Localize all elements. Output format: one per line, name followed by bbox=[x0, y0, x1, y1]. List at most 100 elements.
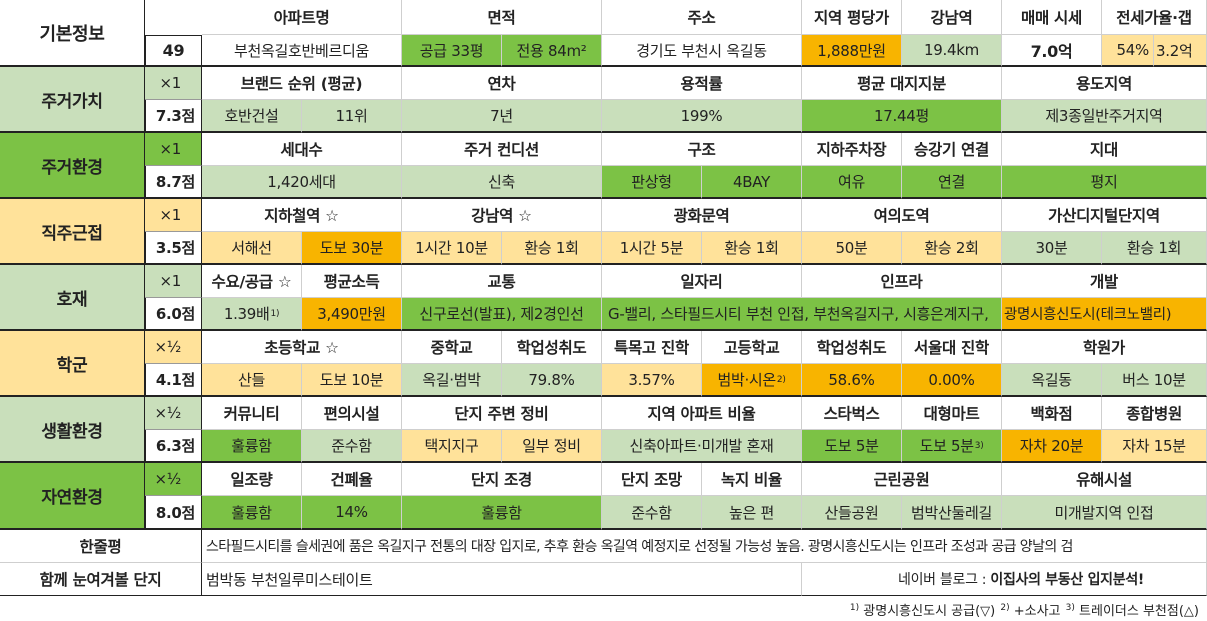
header-supply-demand: 수요/공급 ☆ bbox=[202, 265, 302, 298]
footnote-2-text: +소사고 bbox=[1009, 604, 1065, 619]
category-nature: 자연환경 bbox=[0, 463, 145, 530]
academy: 옥길동 bbox=[1002, 364, 1102, 397]
jeonse-ratio: 54% bbox=[1102, 35, 1154, 67]
multiplier-school: ×½ bbox=[145, 331, 202, 364]
header-special-hs: 특목고 진학 bbox=[602, 331, 702, 364]
convenience: 준수함 bbox=[302, 430, 402, 463]
header-address: 주소 bbox=[602, 0, 802, 35]
jobs-infra: G-밸리, 스타필드시티 부천 인접, 부천옥길지구, 시흥은계지구, bbox=[602, 298, 1002, 331]
header-mart: 대형마트 bbox=[902, 397, 1002, 430]
develop: 광명시흥신도시(테크노밸리) bbox=[1002, 298, 1207, 331]
header-snu: 서울대 진학 bbox=[902, 331, 1002, 364]
header-income: 평균소득 bbox=[302, 265, 402, 298]
blog-name: 이집사의 부동산 입지분석! bbox=[990, 572, 1144, 588]
jeonse-gap: 3.2억 bbox=[1154, 35, 1207, 67]
area-private: 전용 84m² bbox=[502, 35, 602, 67]
bcr: 14% bbox=[302, 496, 402, 530]
high: 범박·시온 bbox=[717, 371, 776, 389]
footnote-2-mark: 2) bbox=[1000, 602, 1010, 613]
header-academy: 학원가 bbox=[1002, 331, 1207, 364]
gasan-transfer: 환승 1회 bbox=[1102, 232, 1207, 265]
mart: 도보 5분 bbox=[919, 437, 975, 455]
landscape: 훌륭함 bbox=[402, 496, 602, 530]
brand-rank: 11위 bbox=[302, 100, 402, 133]
green: 높은 편 bbox=[702, 496, 802, 530]
complex-number: 49 bbox=[145, 35, 202, 67]
header-starbucks: 스타벅스 bbox=[802, 397, 902, 430]
multiplier-housing-env: ×1 bbox=[145, 133, 202, 166]
multiplier-nature: ×½ bbox=[145, 463, 202, 496]
gwanghwamun-time: 1시간 5분 bbox=[602, 232, 702, 265]
header-elevator: 승강기 연결 bbox=[902, 133, 1002, 166]
header-convenience: 편의시설 bbox=[302, 397, 402, 430]
header-parking: 지하주차장 bbox=[802, 133, 902, 166]
yeouido-transfer: 환승 2회 bbox=[902, 232, 1002, 265]
multiplier-commute: ×1 bbox=[145, 199, 202, 232]
header-jeonse-ratio: 전세가율·갭 bbox=[1102, 0, 1207, 35]
area-supply: 공급 33평 bbox=[402, 35, 502, 67]
condition: 신축 bbox=[402, 166, 602, 199]
surround-state: 일부 정비 bbox=[502, 430, 602, 463]
multiplier-living: ×½ bbox=[145, 397, 202, 430]
header-green: 녹지 비율 bbox=[702, 463, 802, 496]
station: 서해선 bbox=[202, 232, 302, 265]
header-develop: 개발 bbox=[1002, 265, 1207, 298]
high-achieve: 58.6% bbox=[802, 364, 902, 397]
header-park: 근린공원 bbox=[802, 463, 1002, 496]
apt-name: 부천옥길호반베르디움 bbox=[202, 35, 402, 67]
price-per-pyeong: 1,888만원 bbox=[802, 35, 902, 67]
academy-time: 버스 10분 bbox=[1102, 364, 1207, 397]
related-label: 함께 눈여겨볼 단지 bbox=[0, 563, 202, 596]
header-land-share: 평균 대지지분 bbox=[802, 67, 1002, 100]
special-hs: 3.57% bbox=[602, 364, 702, 397]
header-landscape: 단지 조경 bbox=[402, 463, 602, 496]
score-nature: 8.0점 bbox=[145, 496, 202, 530]
multiplier-development: ×1 bbox=[145, 265, 202, 298]
header-households: 세대수 bbox=[202, 133, 402, 166]
score-living: 6.3점 bbox=[145, 430, 202, 463]
header-sale-price: 매매 시세 bbox=[1002, 0, 1102, 35]
header-dept: 백화점 bbox=[1002, 397, 1102, 430]
header-far: 용적률 bbox=[602, 67, 802, 100]
starbucks: 도보 5분 bbox=[802, 430, 902, 463]
community: 훌륭함 bbox=[202, 430, 302, 463]
park2: 범박산둘레길 bbox=[902, 496, 1002, 530]
header-brand-rank: 브랜드 순위 (평균) bbox=[202, 67, 402, 100]
header-station: 지하철역 ☆ bbox=[202, 199, 402, 232]
category-commute: 직주근접 bbox=[0, 199, 145, 265]
hazard: 미개발지역 인접 bbox=[1002, 496, 1207, 530]
header-apt-ratio: 지역 아파트 비율 bbox=[602, 397, 802, 430]
summary-text: 스타필드시티를 슬세권에 품은 옥길지구 전통의 대장 입지로, 추후 환승 옥… bbox=[202, 530, 1207, 563]
transport: 신구로선(발표), 제2경인선 bbox=[402, 298, 602, 331]
score-housing-value: 7.3점 bbox=[145, 100, 202, 133]
header-surround: 단지 주변 정비 bbox=[402, 397, 602, 430]
parking: 여유 bbox=[802, 166, 902, 199]
header-terrain: 지대 bbox=[1002, 133, 1207, 166]
header-gwanghwamun: 광화문역 bbox=[602, 199, 802, 232]
header-high: 고등학교 bbox=[702, 331, 802, 364]
header-yeouido: 여의도역 bbox=[802, 199, 1002, 232]
land-share: 17.44평 bbox=[802, 100, 1002, 133]
zone: 제3종일반주거지역 bbox=[1002, 100, 1207, 133]
header-sunlight: 일조량 bbox=[202, 463, 302, 496]
category-living: 생활환경 bbox=[0, 397, 145, 463]
summary-label: 한줄평 bbox=[0, 530, 202, 563]
gangnam-time: 1시간 10분 bbox=[402, 232, 502, 265]
header-middle: 중학교 bbox=[402, 331, 502, 364]
high-cell: 범박·시온 2) bbox=[702, 364, 802, 397]
header-view: 단지 조망 bbox=[602, 463, 702, 496]
footnote-3-mark: 3) bbox=[1065, 602, 1075, 613]
sale-price: 7.0억 bbox=[1002, 35, 1102, 67]
yeouido-time: 50분 bbox=[802, 232, 902, 265]
header-area: 면적 bbox=[402, 0, 602, 35]
supply-demand: 1.39배 bbox=[223, 305, 270, 323]
structure-type: 판상형 bbox=[602, 166, 702, 199]
structure-bay: 4BAY bbox=[702, 166, 802, 199]
income: 3,490만원 bbox=[302, 298, 402, 331]
elementary: 산들 bbox=[202, 364, 302, 397]
header-hazard: 유해시설 bbox=[1002, 463, 1207, 496]
header-age: 연차 bbox=[402, 67, 602, 100]
gasan-time: 30분 bbox=[1002, 232, 1102, 265]
footnote-3-text: 트레이더스 부천점(△) bbox=[1074, 604, 1199, 619]
blog-credit: 네이버 블로그 : 이집사의 부동산 입지분석! bbox=[802, 563, 1207, 596]
